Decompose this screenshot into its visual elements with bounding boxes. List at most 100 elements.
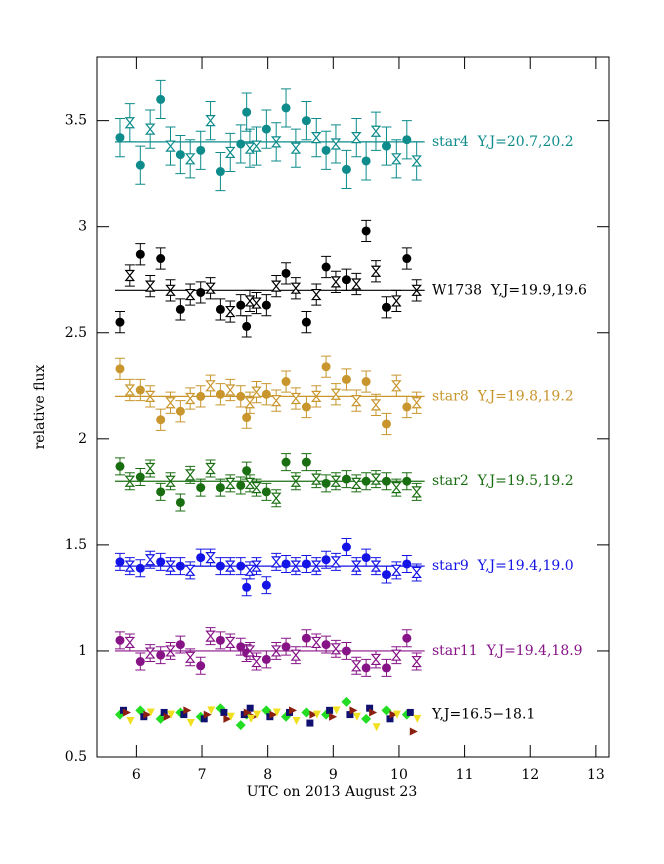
x-tick-label: 11 xyxy=(456,767,474,783)
y-point xyxy=(402,559,412,569)
bright-point xyxy=(269,710,278,719)
j-point xyxy=(144,647,156,659)
j-point xyxy=(411,486,422,498)
y-point xyxy=(381,141,391,151)
bright-point xyxy=(301,707,312,718)
bright-point xyxy=(226,712,235,721)
x-tick-label: 13 xyxy=(587,767,605,783)
j-point xyxy=(244,142,256,154)
j-point xyxy=(411,566,422,579)
j-point xyxy=(165,397,176,409)
j-point xyxy=(244,645,256,657)
y-point xyxy=(196,391,206,401)
j-point xyxy=(391,380,402,392)
bright-point xyxy=(349,706,358,715)
y-tick-label: 2 xyxy=(78,431,87,447)
y-point xyxy=(135,563,145,573)
j-point xyxy=(251,482,262,494)
y-point xyxy=(115,557,125,567)
y-point xyxy=(135,657,145,667)
j-point xyxy=(290,392,302,405)
y-point xyxy=(115,461,125,471)
y-point xyxy=(381,570,391,580)
j-point xyxy=(184,153,196,165)
j-point xyxy=(351,660,362,672)
j-point xyxy=(411,655,422,668)
y-point xyxy=(301,633,311,643)
j-point xyxy=(165,140,176,152)
j-point xyxy=(144,554,156,566)
bright-point xyxy=(406,708,414,716)
y-point xyxy=(196,661,206,671)
j-point xyxy=(391,153,402,165)
j-point xyxy=(370,399,382,411)
y-point xyxy=(402,476,412,486)
y-point xyxy=(261,389,271,399)
y-point xyxy=(281,642,291,652)
x-tick-label: 12 xyxy=(521,767,539,783)
j-point xyxy=(310,636,322,649)
y-point xyxy=(175,640,185,650)
j-point xyxy=(370,125,382,137)
y-point xyxy=(361,156,371,166)
y-point xyxy=(115,635,125,645)
y-point xyxy=(196,483,206,493)
bright-point xyxy=(292,716,301,725)
j-point xyxy=(165,284,176,296)
y-point xyxy=(341,474,351,484)
bright-point xyxy=(155,713,166,724)
bright-point xyxy=(167,710,176,719)
j-point xyxy=(351,560,362,572)
j-point xyxy=(184,469,196,481)
j-point xyxy=(330,475,342,487)
group-label: star4 Y,J=20.7,20.2 xyxy=(432,134,574,150)
j-point xyxy=(244,397,256,409)
j-point xyxy=(184,288,196,301)
y-point xyxy=(156,415,166,425)
j-point xyxy=(124,384,136,396)
bright-point xyxy=(309,710,318,719)
y-point xyxy=(175,497,185,507)
y-point xyxy=(301,559,311,569)
y-point xyxy=(156,650,166,660)
y-point xyxy=(381,663,391,673)
j-point xyxy=(184,564,196,576)
y-point xyxy=(361,476,371,486)
bright-point xyxy=(312,710,321,719)
j-point xyxy=(225,384,236,396)
y-point xyxy=(156,94,166,104)
y-point xyxy=(175,304,185,314)
y-point xyxy=(381,419,391,429)
j-point xyxy=(330,556,342,568)
j-point xyxy=(270,645,282,657)
j-point xyxy=(124,560,136,572)
j-point xyxy=(290,649,302,661)
j-point xyxy=(351,132,362,144)
group-label: star9 Y,J=19.4,19.0 xyxy=(432,558,574,574)
j-point xyxy=(251,297,262,309)
bright-point xyxy=(361,713,372,724)
j-point xyxy=(351,477,362,489)
bright-point xyxy=(135,705,146,716)
y-tick-label: 1.5 xyxy=(65,537,87,553)
j-point xyxy=(310,390,322,402)
y-point xyxy=(175,150,185,160)
y-point xyxy=(242,321,252,331)
y-point xyxy=(402,135,412,145)
j-point xyxy=(251,386,262,398)
y-point xyxy=(341,164,351,174)
j-point xyxy=(391,482,402,494)
j-point xyxy=(225,146,236,159)
j-point xyxy=(165,645,176,657)
y-tick-label: 2.5 xyxy=(65,325,87,341)
j-point xyxy=(330,276,342,288)
y-tick-label: 0.5 xyxy=(65,749,87,765)
bright-point xyxy=(223,714,232,723)
x-tick-label: 8 xyxy=(263,767,272,783)
j-point xyxy=(244,564,256,576)
group-label: star2 Y,J=19.5,19.2 xyxy=(432,473,574,489)
y-point xyxy=(261,487,271,497)
y-point xyxy=(321,478,331,488)
j-point xyxy=(244,477,256,489)
